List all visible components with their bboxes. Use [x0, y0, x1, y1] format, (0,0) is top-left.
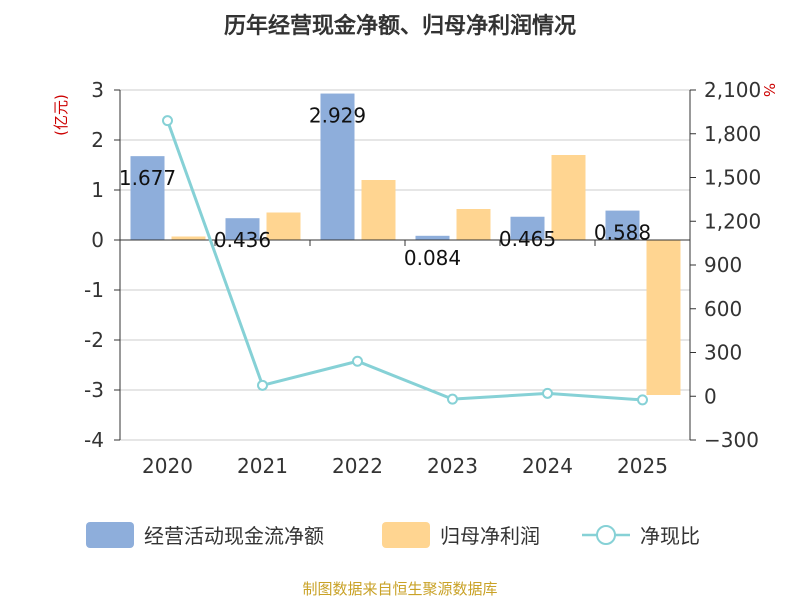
x-tick-label: 2021 — [237, 454, 288, 478]
x-tick-label: 2022 — [332, 454, 383, 478]
bar-profit — [266, 212, 301, 240]
bar-cashflow — [605, 210, 640, 240]
bar-profit — [646, 240, 681, 395]
bar-profit — [361, 180, 396, 240]
bar-cashflow — [225, 218, 260, 240]
x-tick-label: 2024 — [522, 454, 573, 478]
y-left-tick-label: 2 — [91, 128, 104, 152]
x-tick-label: 2023 — [427, 454, 478, 478]
tick-labels: 3 2 1 0 -1 -2 -3 -4 2,100 1,800 1,500 1,200 900 600 30… — [84, 78, 761, 478]
ratio-line — [162, 115, 648, 406]
y-right-tick-label: 0 — [704, 384, 717, 408]
ratio-point — [637, 394, 648, 406]
bar-profit — [171, 236, 206, 240]
ratio-point — [162, 115, 173, 127]
y-right-label: % — [760, 83, 778, 97]
y-right-tick-label: 2,100 — [704, 78, 761, 102]
y-right-tick-label: 1,200 — [704, 209, 761, 233]
data-label-cashflow: 1.677 — [119, 166, 176, 190]
axes — [114, 89, 696, 441]
legend-swatch-cashflow — [86, 522, 134, 548]
bars — [130, 93, 681, 395]
bar-cashflow — [510, 216, 545, 240]
bar-profit — [456, 209, 491, 240]
y-left-tick-label: 0 — [91, 228, 104, 252]
y-left-tick-label: -3 — [84, 378, 104, 402]
bar-cashflow — [130, 156, 165, 240]
y-left-label: (亿元) — [52, 94, 70, 136]
y-right-tick-label: 1,800 — [704, 122, 761, 146]
legend-label-cashflow: 经营活动现金流净额 — [144, 524, 324, 548]
legend-label-profit: 归母净利润 — [440, 524, 540, 548]
data-label-cashflow: 0.588 — [594, 221, 651, 245]
y-right-tick-label: 900 — [704, 253, 742, 277]
y-right-tick-label: 1,500 — [704, 166, 761, 190]
y-left-tick-label: -4 — [84, 428, 104, 452]
y-left-tick-label: -1 — [84, 278, 104, 302]
data-labels: 1.677 0.436 2.929 0.084 0.465 0.588 — [119, 104, 651, 270]
y-right-tick-label: −300 — [704, 428, 759, 452]
source-note: 制图数据来自恒生聚源数据库 — [302, 580, 497, 598]
x-tick-label: 2025 — [617, 454, 668, 478]
legend-swatch-profit — [382, 522, 430, 548]
ratio-point — [352, 355, 363, 367]
y-left-tick-label: 3 — [91, 78, 104, 102]
ratio-point — [447, 393, 458, 405]
y-left-tick-label: -2 — [84, 328, 104, 352]
legend-label-ratio: 净现比 — [640, 524, 700, 548]
ratio-point — [542, 387, 553, 399]
y-right-tick-label: 300 — [704, 341, 742, 365]
x-tick-label: 2020 — [142, 454, 193, 478]
bar-profit — [551, 155, 586, 240]
data-label-cashflow: 0.084 — [404, 246, 461, 270]
data-label-cashflow: 0.436 — [214, 228, 271, 252]
y-left-tick-label: 1 — [91, 178, 104, 202]
bar-cashflow — [320, 93, 355, 240]
legend: 经营活动现金流净额 归母净利润 净现比 — [86, 522, 700, 548]
y-right-tick-label: 600 — [704, 297, 742, 321]
ratio-line-path — [166, 120, 643, 402]
chart-title: 历年经营现金净额、归母净利润情况 — [224, 13, 576, 39]
ratio-point — [257, 379, 268, 391]
data-label-cashflow: 2.929 — [309, 104, 366, 128]
data-label-cashflow: 0.465 — [499, 227, 556, 251]
legend-swatch-ratio-marker — [596, 525, 616, 545]
bar-cashflow — [415, 235, 450, 240]
